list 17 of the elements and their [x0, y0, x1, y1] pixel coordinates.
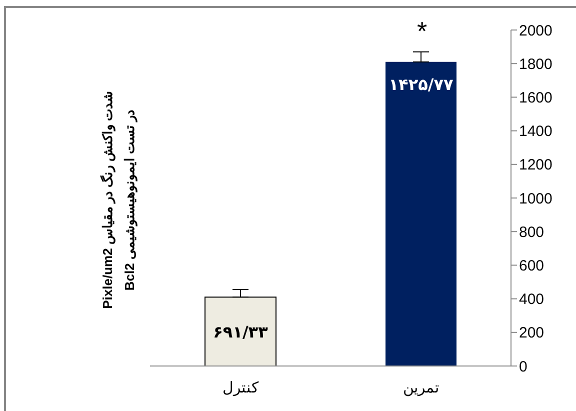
y-tick-label: 1800 [519, 56, 552, 73]
y-tick-label: 400 [519, 291, 544, 308]
y-tick-label: 0 [519, 358, 528, 376]
x-tick-label: تمرین [402, 380, 439, 397]
y-axis-title: شدت واکنش رنگ در مقیاس Pixle/um2 در تست ایمونوهیستوشیمی Bcl2 [99, 91, 138, 309]
data-label: ۶۹۱/۳۳ [213, 322, 268, 342]
y-tick-label: 1400 [519, 123, 552, 140]
y-tick-label: 1200 [519, 156, 552, 174]
y-tick-label: 600 [519, 258, 544, 275]
y-tick-label: 1600 [519, 90, 552, 107]
y-tick-label: 2000 [519, 22, 552, 40]
x-tick-label: کنترل [222, 380, 260, 397]
y-tick-label: 200 [519, 324, 544, 342]
y-tick-label: 1000 [519, 190, 552, 208]
y-tick-label: 800 [519, 224, 544, 241]
annotation: * [416, 16, 428, 46]
data-label: ۱۴۲۵/۷۷ [388, 74, 454, 94]
